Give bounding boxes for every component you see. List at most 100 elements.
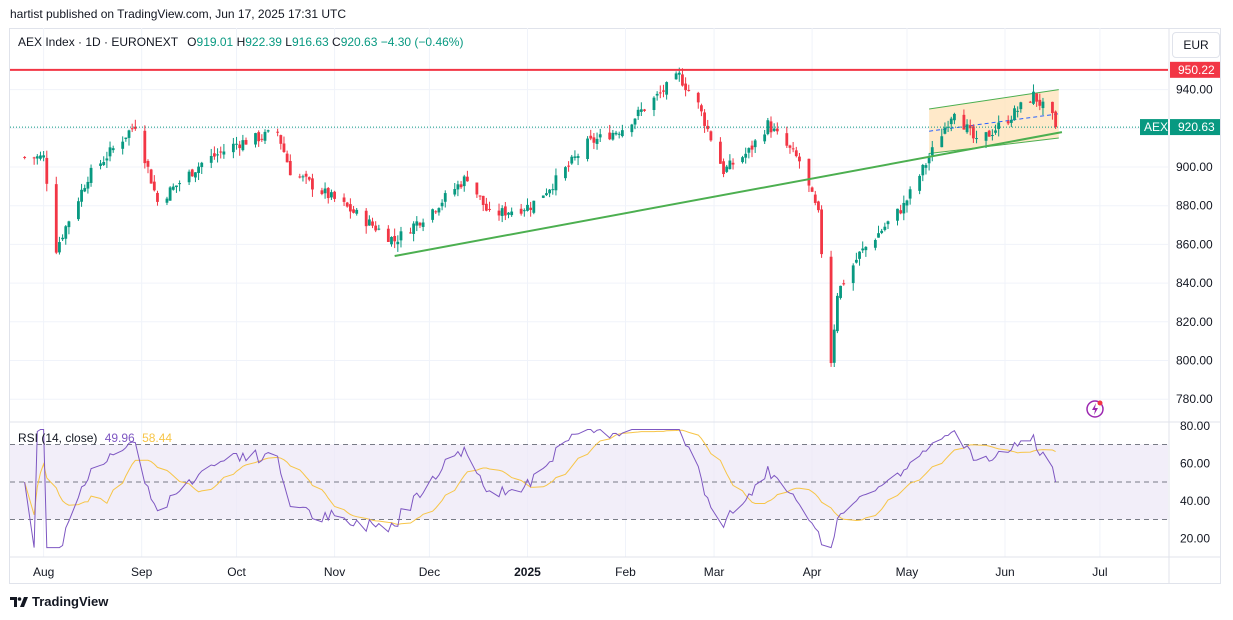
candle[interactable] [775, 128, 779, 132]
candle[interactable] [1006, 121, 1010, 124]
channel-midline[interactable] [929, 113, 1059, 132]
candle[interactable] [421, 222, 425, 227]
candle[interactable] [975, 138, 978, 140]
candle[interactable] [323, 188, 327, 194]
candle[interactable] [589, 135, 593, 139]
rsi-line[interactable] [24, 428, 1057, 549]
candle[interactable] [763, 134, 767, 142]
candle[interactable] [108, 147, 112, 157]
candle[interactable] [146, 160, 150, 167]
candle[interactable] [883, 226, 887, 230]
candle[interactable] [677, 72, 681, 75]
candle[interactable] [548, 189, 552, 194]
candle[interactable] [620, 130, 624, 137]
candle[interactable] [674, 73, 678, 80]
candle[interactable] [522, 210, 526, 212]
candle[interactable] [1051, 101, 1054, 114]
candle[interactable] [703, 112, 706, 126]
candle[interactable] [1035, 93, 1039, 102]
channel-upper-line[interactable] [929, 89, 1059, 110]
candle[interactable] [700, 105, 703, 112]
candle[interactable] [456, 184, 460, 190]
symbol-label[interactable]: AEX Index · 1D · EURONEXT [18, 35, 178, 49]
candle[interactable] [880, 230, 884, 233]
candle[interactable] [348, 204, 352, 212]
candle[interactable] [326, 188, 330, 199]
candle[interactable] [1038, 99, 1042, 106]
candle[interactable] [288, 160, 292, 176]
candle[interactable] [905, 200, 909, 206]
candle[interactable] [194, 172, 197, 178]
candle[interactable] [39, 155, 42, 159]
candle[interactable] [662, 90, 665, 92]
candle[interactable] [111, 148, 115, 151]
candle[interactable] [58, 242, 61, 253]
candle[interactable] [725, 166, 729, 172]
trend-line[interactable] [394, 131, 1063, 257]
candle[interactable] [222, 151, 226, 155]
candle[interactable] [200, 162, 204, 168]
candle[interactable] [788, 145, 792, 148]
candle[interactable] [32, 157, 36, 159]
candle[interactable] [418, 222, 422, 226]
candle[interactable] [431, 209, 435, 220]
candle[interactable] [282, 143, 286, 153]
candle[interactable] [105, 158, 109, 161]
candle[interactable] [23, 156, 27, 158]
candle[interactable] [481, 195, 485, 205]
candle[interactable] [573, 156, 577, 158]
candle[interactable] [500, 208, 504, 216]
candle[interactable] [124, 137, 128, 140]
candle[interactable] [643, 109, 646, 111]
candle[interactable] [342, 197, 346, 202]
candle[interactable] [696, 92, 700, 103]
candle[interactable] [994, 130, 997, 133]
candle[interactable] [459, 184, 463, 188]
candle[interactable] [54, 184, 58, 253]
candle[interactable] [187, 171, 191, 183]
candle[interactable] [873, 240, 877, 248]
candle[interactable] [997, 122, 1001, 130]
candle[interactable] [930, 147, 934, 156]
candle[interactable] [133, 126, 137, 129]
candle[interactable] [1028, 101, 1032, 103]
candle[interactable] [503, 206, 507, 216]
candle[interactable] [216, 154, 219, 156]
candle[interactable] [77, 201, 80, 220]
candle[interactable] [633, 118, 637, 125]
candle[interactable] [333, 191, 336, 199]
candle[interactable] [488, 208, 491, 210]
candle[interactable] [367, 219, 371, 226]
candle[interactable] [377, 228, 381, 230]
candle[interactable] [877, 233, 880, 238]
candle[interactable] [813, 194, 817, 203]
candle[interactable] [311, 178, 314, 190]
candle[interactable] [178, 183, 182, 185]
candle[interactable] [440, 202, 444, 207]
candle[interactable] [858, 251, 861, 259]
candle[interactable] [927, 157, 931, 164]
candle[interactable] [399, 231, 403, 241]
candle[interactable] [747, 148, 751, 153]
candle[interactable] [1032, 91, 1035, 104]
candle[interactable] [443, 193, 447, 202]
candle[interactable] [918, 175, 922, 191]
candle[interactable] [374, 225, 378, 231]
candle[interactable] [636, 109, 640, 117]
candle[interactable] [564, 167, 567, 179]
candle[interactable] [266, 130, 270, 132]
candle[interactable] [386, 228, 390, 242]
candle[interactable] [209, 155, 213, 163]
candle[interactable] [769, 121, 773, 133]
candle[interactable] [896, 208, 899, 221]
candle[interactable] [279, 135, 283, 144]
candle[interactable] [507, 212, 510, 215]
candle[interactable] [946, 126, 950, 128]
candle[interactable] [1009, 119, 1013, 123]
candle[interactable] [393, 235, 397, 242]
candle[interactable] [598, 134, 602, 138]
candle[interactable] [355, 209, 359, 214]
rsi-title[interactable]: RSI (14, close) [18, 431, 98, 445]
candle[interactable] [67, 221, 71, 228]
candle[interactable] [1019, 102, 1023, 110]
